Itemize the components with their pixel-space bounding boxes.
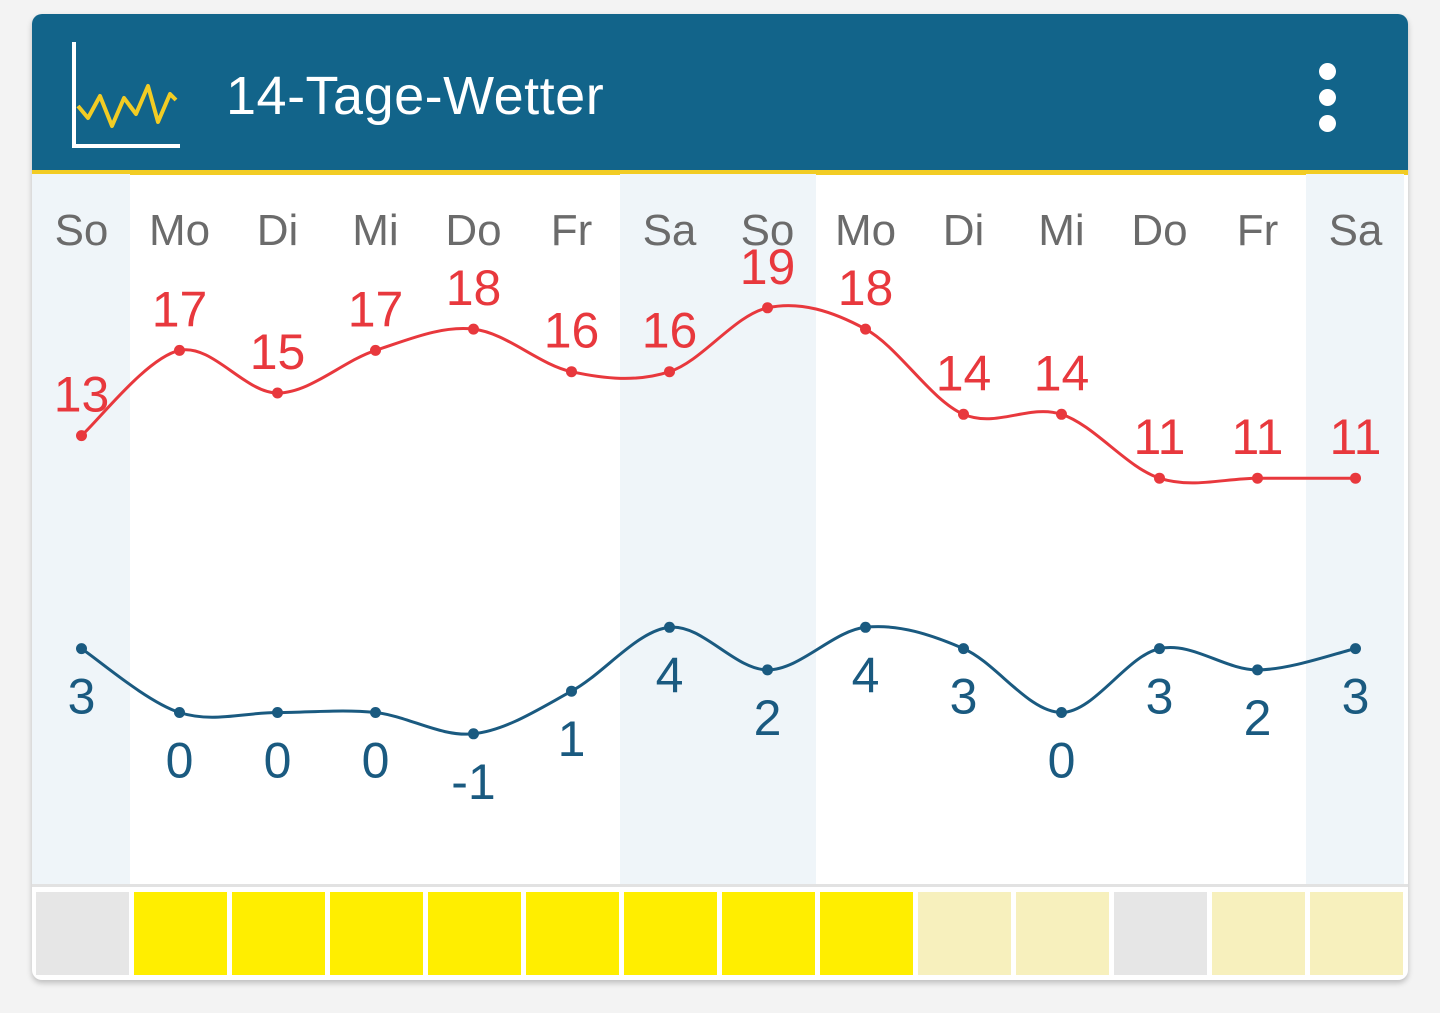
day-label: Mo (835, 206, 896, 255)
sunshine-block (1114, 892, 1207, 975)
weekend-column (620, 174, 718, 884)
sunshine-block (918, 892, 1011, 975)
low-temperature-label: 2 (1244, 690, 1272, 746)
high-temperature-label: 19 (740, 239, 796, 295)
high-temperature-point (1252, 472, 1263, 484)
high-temperature-label: 11 (1134, 409, 1186, 465)
sunshine-block (1212, 892, 1305, 975)
low-temperature-label: 0 (1048, 733, 1076, 789)
high-temperature-point (468, 323, 479, 335)
sunshine-block (1310, 892, 1403, 975)
sunshine-block (330, 892, 423, 975)
low-temperature-point (76, 643, 87, 655)
high-temperature-point (1056, 408, 1067, 420)
low-temperature-point (860, 621, 871, 633)
sunshine-block (820, 892, 913, 975)
day-label: Do (445, 206, 501, 255)
sunshine-block (428, 892, 521, 975)
low-temperature-label: 3 (1146, 669, 1174, 725)
low-temperature-label: 3 (950, 669, 978, 725)
low-temperature-point (1154, 643, 1165, 655)
sunshine-block (232, 892, 325, 975)
sunshine-block (624, 892, 717, 975)
weekend-column (718, 174, 816, 884)
low-temperature-label: 0 (166, 733, 194, 789)
high-temperature-point (1154, 472, 1165, 484)
day-label: Sa (1329, 206, 1383, 255)
high-temperature-label: 11 (1330, 409, 1382, 465)
high-temperature-label: 13 (54, 367, 110, 423)
high-temperature-point (762, 302, 773, 314)
high-temperature-point (958, 408, 969, 420)
day-label: Mi (1038, 206, 1084, 255)
high-temperature-point (174, 344, 185, 356)
high-temperature-point (272, 387, 283, 399)
low-temperature-label: 3 (1342, 669, 1370, 725)
day-label: Mo (149, 206, 210, 255)
high-temperature-label: 11 (1232, 409, 1284, 465)
low-temperature-point (370, 707, 381, 718)
high-temperature-point (860, 323, 871, 335)
low-temperature-label: -1 (451, 754, 495, 810)
line-chart-icon (72, 42, 180, 148)
more-vert-icon[interactable] (1302, 58, 1354, 138)
day-label: So (741, 206, 795, 255)
low-temperature-label: 0 (362, 733, 390, 789)
high-temperature-label: 17 (348, 281, 404, 337)
day-label: Di (257, 206, 299, 255)
low-temperature-label: 4 (656, 647, 684, 703)
high-temperature-label: 17 (152, 281, 208, 337)
sunshine-block (526, 892, 619, 975)
day-label: So (55, 206, 109, 255)
low-temperature-label: 0 (264, 733, 292, 789)
card-header: 14-Tage-Wetter (32, 14, 1408, 175)
low-temperature-point (1252, 664, 1263, 676)
low-temperature-label: 3 (68, 669, 96, 725)
high-temperature-point (566, 366, 577, 378)
sunshine-block (722, 892, 815, 975)
high-temperature-point (370, 344, 381, 356)
high-temperature-point (664, 366, 675, 378)
weekend-column (1306, 174, 1404, 884)
high-temperature-label: 16 (642, 303, 698, 359)
high-temperature-label: 18 (446, 260, 502, 316)
low-temperature-point (468, 728, 479, 740)
weather-card: 14-Tage-Wetter So Mo Di Mi Do Fr Sa So Mo Di Mi Do F… (32, 14, 1408, 980)
day-label: Di (943, 206, 985, 255)
low-temperature-point (762, 664, 773, 676)
sunshine-block (134, 892, 227, 975)
day-label: Fr (551, 206, 593, 255)
day-label: Mi (352, 206, 398, 255)
high-temperature-label: 14 (936, 345, 992, 401)
sunshine-block (36, 892, 129, 975)
high-temperature-point (76, 430, 87, 442)
low-temperature-point (566, 685, 577, 697)
low-temperature-label: 1 (558, 711, 586, 767)
high-temperature-label: 18 (838, 260, 894, 316)
card-title: 14-Tage-Wetter (226, 66, 605, 126)
high-temperature-label: 16 (544, 303, 600, 359)
low-temperature-point (1056, 707, 1067, 718)
low-temperature-point (958, 643, 969, 655)
low-temperature-label: 4 (852, 647, 880, 703)
sunshine-block (1016, 892, 1109, 975)
high-temperature-label: 14 (1034, 345, 1090, 401)
day-label: Do (1131, 206, 1187, 255)
low-temperature-point (1350, 643, 1361, 655)
low-temperature-point (272, 707, 283, 718)
day-label: Fr (1237, 206, 1279, 255)
high-temperature-point (1350, 472, 1361, 484)
low-temperature-label: 2 (754, 690, 782, 746)
weekend-column (32, 174, 130, 884)
high-temperature-label: 15 (250, 324, 306, 380)
low-temperature-line (80, 625, 1356, 736)
low-temperature-point (174, 707, 185, 718)
day-label: Sa (643, 206, 697, 255)
low-temperature-point (664, 621, 675, 633)
